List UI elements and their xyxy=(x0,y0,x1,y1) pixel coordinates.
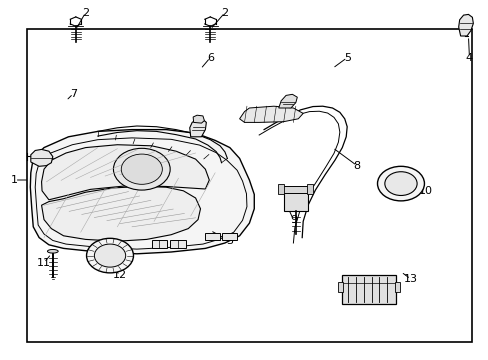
Polygon shape xyxy=(30,130,254,254)
Bar xyxy=(306,184,312,194)
Polygon shape xyxy=(31,149,53,166)
Text: 6: 6 xyxy=(206,53,213,63)
Circle shape xyxy=(86,238,133,273)
Bar xyxy=(277,184,283,194)
Circle shape xyxy=(94,244,125,267)
Bar xyxy=(342,275,395,304)
Polygon shape xyxy=(41,145,209,200)
Bar xyxy=(151,240,167,248)
Polygon shape xyxy=(239,106,303,122)
Ellipse shape xyxy=(47,249,58,253)
Text: 5: 5 xyxy=(343,53,350,63)
Circle shape xyxy=(113,148,170,190)
Text: 12: 12 xyxy=(113,270,126,280)
Bar xyxy=(338,282,343,292)
Bar xyxy=(222,233,237,240)
Bar xyxy=(205,233,220,240)
Bar xyxy=(27,29,471,342)
Text: 10: 10 xyxy=(418,186,431,196)
Text: 4: 4 xyxy=(465,53,472,63)
Circle shape xyxy=(121,154,162,184)
Circle shape xyxy=(377,166,424,201)
Text: 11: 11 xyxy=(37,258,51,268)
Circle shape xyxy=(384,172,416,195)
Polygon shape xyxy=(193,115,204,123)
Bar xyxy=(283,191,307,211)
Polygon shape xyxy=(458,14,472,36)
Text: 7: 7 xyxy=(70,89,77,99)
Bar xyxy=(280,186,311,193)
Text: 9: 9 xyxy=(289,215,296,225)
Polygon shape xyxy=(278,94,297,108)
Text: 13: 13 xyxy=(403,274,417,284)
Polygon shape xyxy=(189,120,206,137)
Bar xyxy=(394,282,399,292)
Bar xyxy=(170,240,185,248)
Text: 3: 3 xyxy=(226,236,233,246)
Polygon shape xyxy=(41,186,200,241)
Text: 2: 2 xyxy=(221,8,228,18)
Text: 2: 2 xyxy=(82,8,89,18)
Text: 1: 1 xyxy=(11,175,18,185)
Text: 8: 8 xyxy=(353,161,360,171)
